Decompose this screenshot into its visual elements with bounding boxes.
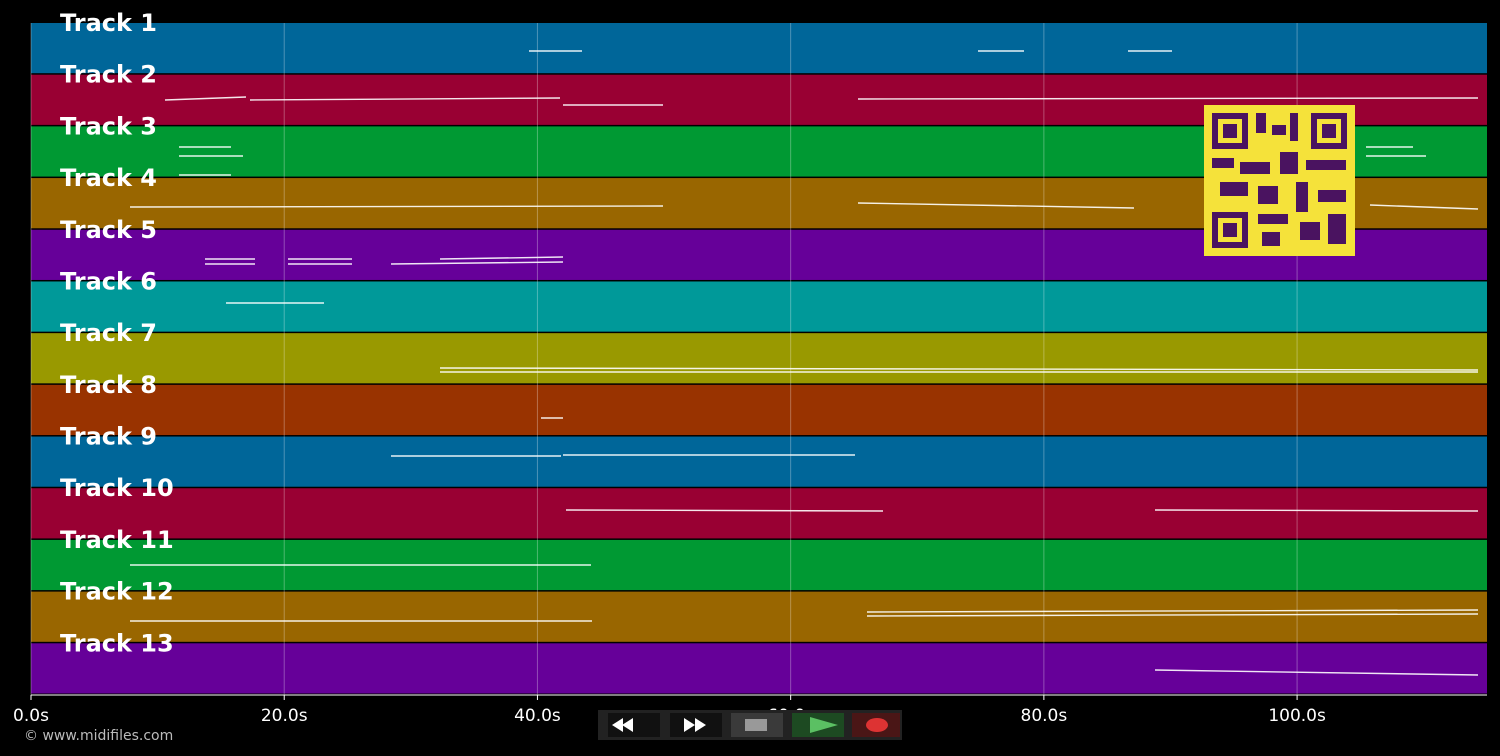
- track-label: Track 11: [60, 526, 174, 554]
- playback-controls: [598, 710, 902, 740]
- track-label: Track 2: [60, 61, 157, 89]
- track-band: [31, 643, 1487, 694]
- x-tick-label: 0.0s: [13, 706, 49, 726]
- track-band: [31, 591, 1487, 642]
- fast-forward-button[interactable]: [670, 713, 722, 737]
- track-labels: Track 1 Track 2 Track 3 Track 4 Track 5 Track…: [60, 9, 174, 657]
- x-tick-label: 20.0s: [261, 706, 308, 726]
- stop-button[interactable]: [731, 713, 783, 737]
- play-button[interactable]: [792, 713, 844, 737]
- track-band: [31, 281, 1487, 332]
- track-label: Track 9: [60, 423, 157, 451]
- track-label: Track 13: [60, 629, 174, 657]
- track-label: Track 6: [60, 267, 157, 295]
- credit: © www.midifiles.com: [24, 728, 173, 744]
- track-label: Track 8: [60, 371, 157, 399]
- x-tick-label: 100.0s: [1268, 706, 1326, 726]
- x-tick-label: 80.0s: [1021, 706, 1068, 726]
- track-band: [31, 23, 1487, 74]
- track-band: [31, 384, 1487, 436]
- x-tick-label: 40.0s: [514, 706, 561, 726]
- track-label: Track 5: [60, 216, 157, 244]
- notes: [129, 50, 1479, 676]
- track-band: [31, 436, 1487, 487]
- track-label: Track 3: [60, 112, 157, 140]
- track-label: Track 1: [60, 9, 157, 37]
- record-button[interactable]: [852, 713, 900, 737]
- grid: [30, 23, 1298, 695]
- track-label: Track 12: [60, 578, 174, 606]
- track-label: Track 10: [60, 474, 174, 502]
- track-band: [31, 488, 1487, 539]
- track-label: Track 4: [60, 164, 157, 192]
- qr-code: [1204, 105, 1355, 256]
- rewind-button[interactable]: [608, 713, 660, 737]
- track-label: Track 7: [60, 319, 157, 347]
- track-band: [31, 333, 1487, 384]
